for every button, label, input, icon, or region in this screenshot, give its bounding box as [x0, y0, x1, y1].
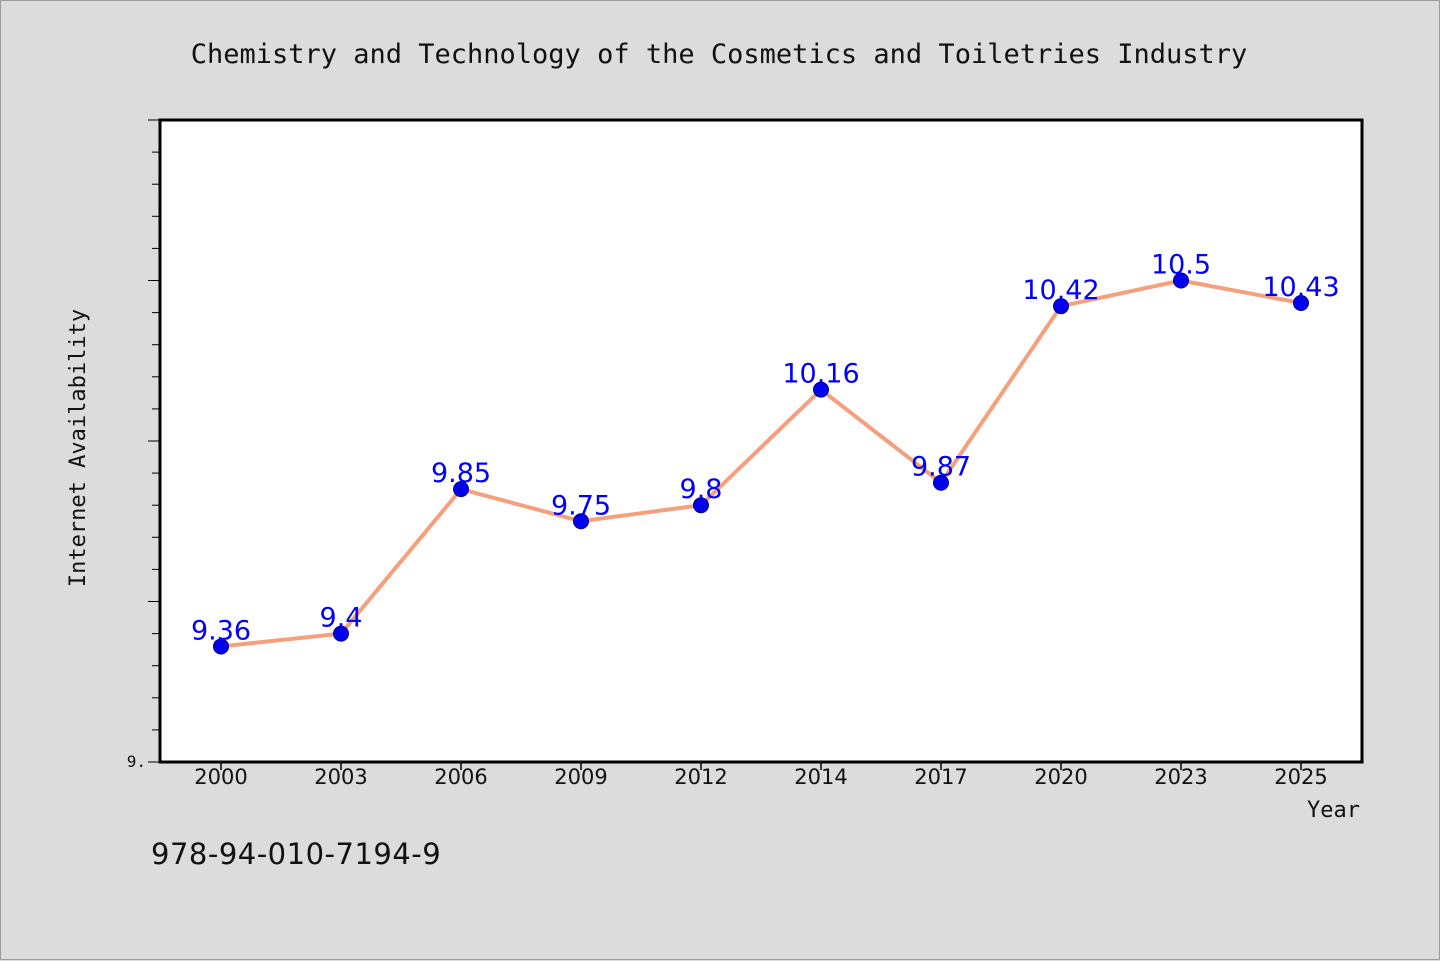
data-point	[1293, 294, 1309, 311]
data-point	[453, 481, 469, 498]
data-label: 9.85	[431, 458, 491, 489]
data-label: 9.36	[191, 615, 251, 646]
x-tick-label: 2014	[794, 765, 847, 789]
x-tick-label: 2020	[1034, 765, 1087, 789]
x-axis-ticks: 2000 2003 2006 2009 2012 2014 2017 2020 2023 2025	[194, 762, 1328, 789]
data-label: 10.16	[782, 359, 859, 390]
x-tick-label: 2006	[434, 765, 487, 789]
data-point	[813, 381, 829, 398]
data-label: 10.5	[1151, 250, 1211, 281]
x-tick-label: 2000	[194, 765, 247, 789]
data-point	[573, 513, 589, 530]
chart-title: Chemistry and Technology of the Cosmetic…	[191, 39, 1248, 70]
data-label: 9.75	[551, 490, 611, 521]
data-label: 10.43	[1262, 272, 1339, 303]
y-tick-label: 9.	[127, 752, 146, 771]
x-tick-label: 2003	[314, 765, 367, 789]
data-point	[333, 625, 349, 642]
data-point	[1053, 298, 1069, 315]
series-line	[220, 278, 1302, 649]
data-point	[693, 497, 709, 514]
x-tick-label: 2025	[1274, 765, 1327, 789]
x-tick-label: 2023	[1154, 765, 1207, 789]
y-axis-ticks: 9.	[127, 119, 160, 771]
data-point	[933, 474, 949, 491]
data-label: 9.8	[680, 474, 723, 505]
data-point	[1173, 272, 1189, 289]
series-group: 9.36 9.4 9.85 9.75 9.8 10.16 9.87 10.42 10.5 10.4…	[191, 250, 1340, 655]
data-label: 9.87	[911, 452, 971, 483]
x-axis-label: Year	[1307, 798, 1360, 823]
data-label: 10.42	[1022, 275, 1099, 306]
x-tick-label: 2009	[554, 765, 607, 789]
plot-area	[158, 118, 1364, 764]
x-tick-label: 2017	[914, 765, 967, 789]
data-label: 9.4	[320, 603, 363, 634]
x-tick-label: 2012	[674, 765, 727, 789]
isbn-text: 978-94-010-7194-9	[151, 837, 442, 871]
y-axis-label: Internet Availability	[66, 309, 91, 587]
data-point	[213, 638, 229, 655]
